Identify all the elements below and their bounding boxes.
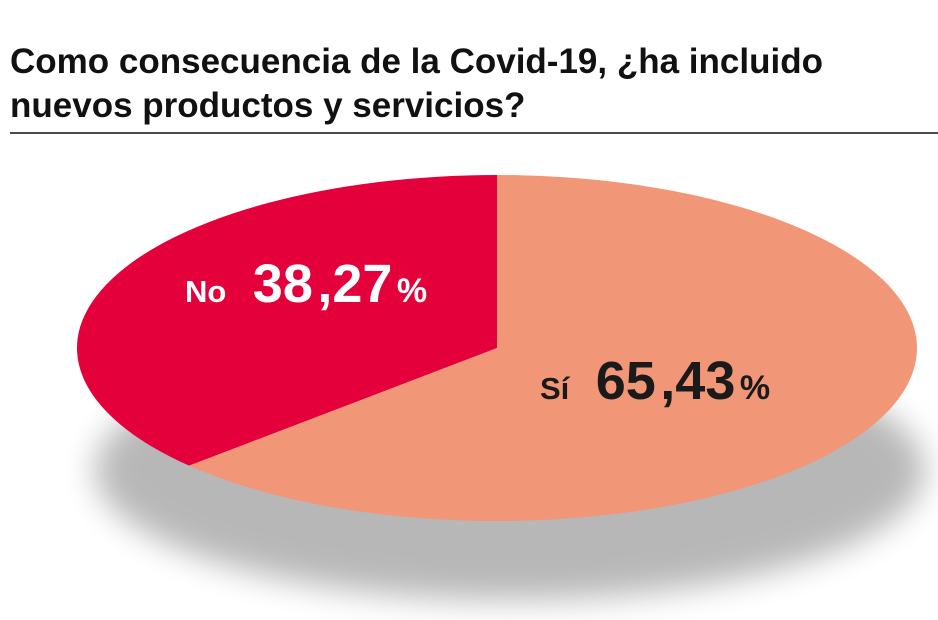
pie-slices <box>76 174 917 521</box>
slice-label-no-dec: ,27 <box>317 254 392 314</box>
slice-label-si-pct: % <box>740 369 770 407</box>
chart-title-line-1: Como consecuencia de la Covid-19, ¿ha in… <box>10 42 823 81</box>
pie-slice-si <box>189 175 917 521</box>
slice-label-si: Sí 65 ,43 % <box>540 351 770 411</box>
slice-label-si-dec: ,43 <box>660 351 735 411</box>
slice-label-si-name: Sí <box>540 371 571 406</box>
slice-label-no-pct: % <box>397 272 427 310</box>
pie-slice-no <box>76 174 497 466</box>
title-divider <box>10 132 938 134</box>
slice-label-si-int: 65 <box>596 351 656 411</box>
chart-title: Como consecuencia de la Covid-19, ¿ha in… <box>10 40 935 128</box>
slice-label-no-name: No <box>185 274 226 309</box>
slice-label-no-int: 38 <box>253 254 313 314</box>
slice-label-no: No 38 ,27 % <box>185 254 427 314</box>
chart-title-line-2: nuevos productos y servicios? <box>10 86 526 125</box>
